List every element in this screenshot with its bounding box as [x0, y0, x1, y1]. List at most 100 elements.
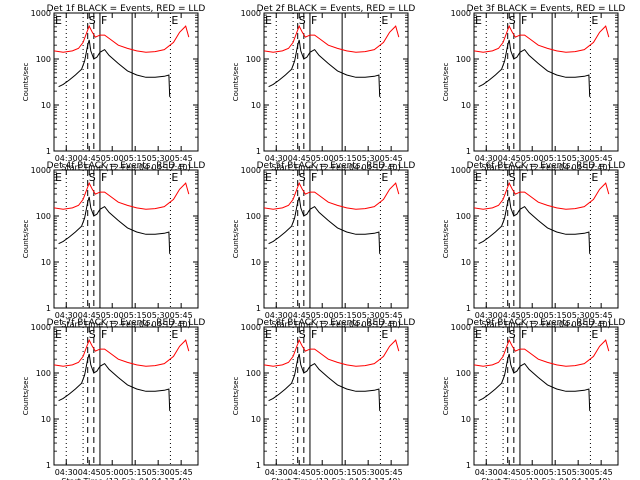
panel-title: Det 4f BLACK = Events, RED = LLD [47, 161, 206, 171]
event-marker-label: S [509, 328, 516, 341]
y-tick-label: 10 [251, 415, 261, 424]
x-tick-label: 05:45 [380, 154, 403, 163]
event-marker-label: S [299, 171, 306, 184]
detector-panel: Det 7f BLACK = Events, RED = LLD Counts/s… [22, 318, 205, 480]
event-marker-label: E [171, 14, 178, 27]
event-marker-label: E [265, 328, 272, 341]
x-tick-label: 05:00 [521, 468, 544, 477]
x-tick-label: 05:00 [311, 311, 334, 320]
events-series-line [268, 196, 381, 254]
x-tick-label: 04:30 [265, 468, 288, 477]
events-series-line [58, 39, 171, 97]
events-series-line [478, 39, 591, 97]
x-tick-label: 05:15 [544, 154, 567, 163]
panel-title: Det 7f BLACK = Events, RED = LLD [47, 318, 206, 328]
x-tick-label: 04:45 [498, 154, 521, 163]
event-marker-label: S [299, 14, 306, 27]
lld-series-line [53, 24, 190, 53]
x-tick-label: 04:45 [78, 468, 101, 477]
event-marker-label: E [265, 14, 272, 27]
x-tick-label: 05:30 [147, 154, 170, 163]
y-axis-label: Counts/sec [232, 63, 240, 102]
event-marker-label: S [299, 328, 306, 341]
x-tick-label: 05:15 [124, 311, 147, 320]
events-series-line [58, 353, 171, 411]
x-tick-label: 05:15 [334, 311, 357, 320]
panel-title: Det 1f BLACK = Events, RED = LLD [47, 4, 206, 14]
y-tick-label: 1 [256, 147, 261, 156]
x-tick-label: 05:45 [380, 311, 403, 320]
event-marker-label: F [521, 171, 527, 184]
y-tick-label: 10 [41, 101, 51, 110]
x-tick-label: 05:15 [544, 311, 567, 320]
x-tick-label: 05:45 [380, 468, 403, 477]
y-tick-label: 1000 [451, 323, 471, 332]
panel-title: Det 9f BLACK = Events, RED = LLD [467, 318, 626, 328]
y-tick-label: 100 [36, 55, 51, 64]
x-tick-label: 05:00 [311, 468, 334, 477]
y-tick-label: 1 [46, 304, 51, 313]
y-tick-label: 1 [466, 147, 471, 156]
y-tick-label: 1 [46, 147, 51, 156]
detector-panel: Det 4f BLACK = Events, RED = LLD Counts/s… [22, 161, 205, 329]
y-tick-label: 100 [456, 369, 471, 378]
y-tick-label: 10 [251, 258, 261, 267]
x-tick-label: 04:30 [475, 468, 498, 477]
y-tick-label: 100 [36, 212, 51, 221]
y-tick-label: 1000 [241, 9, 261, 18]
x-tick-label: 05:45 [590, 468, 613, 477]
event-marker-label: E [55, 14, 62, 27]
event-marker-label: E [591, 171, 598, 184]
event-marker-label: E [55, 171, 62, 184]
y-tick-label: 1 [466, 304, 471, 313]
event-marker-label: E [381, 14, 388, 27]
x-tick-label: 04:30 [55, 311, 78, 320]
x-tick-label: 05:15 [124, 154, 147, 163]
y-tick-label: 1000 [451, 9, 471, 18]
x-axis-label: Start Time (12-Feb-04 04:17:40) [61, 477, 190, 480]
event-marker-label: S [89, 171, 96, 184]
x-tick-label: 05:30 [357, 468, 380, 477]
lld-series-line [263, 338, 400, 367]
event-marker-label: E [591, 14, 598, 27]
x-tick-label: 04:30 [475, 311, 498, 320]
panel-title: Det 5f BLACK = Events, RED = LLD [257, 161, 416, 171]
event-marker-label: E [591, 328, 598, 341]
event-marker-label: E [475, 171, 482, 184]
x-tick-label: 05:30 [567, 468, 590, 477]
plot-frame [473, 169, 619, 309]
events-series-line [478, 196, 591, 254]
y-tick-label: 1 [256, 304, 261, 313]
x-tick-label: 05:30 [147, 468, 170, 477]
x-tick-label: 05:30 [357, 311, 380, 320]
event-marker-label: S [89, 328, 96, 341]
event-marker-label: F [311, 14, 317, 27]
plot-frame [263, 169, 409, 309]
plot-frame [263, 326, 409, 466]
y-axis-label: Counts/sec [22, 220, 30, 259]
event-marker-label: E [381, 171, 388, 184]
x-tick-label: 04:45 [498, 468, 521, 477]
x-tick-label: 04:30 [265, 311, 288, 320]
y-axis-label: Counts/sec [442, 220, 450, 259]
x-tick-label: 05:45 [590, 311, 613, 320]
x-axis-label: Start Time (12-Feb-04 04:17:40) [61, 320, 190, 329]
x-tick-label: 04:45 [498, 311, 521, 320]
plot-frame [53, 12, 199, 152]
y-axis-label: Counts/sec [232, 220, 240, 259]
plot-frame [473, 12, 619, 152]
y-tick-label: 1000 [451, 166, 471, 175]
event-marker-label: F [311, 328, 317, 341]
x-tick-label: 05:30 [567, 311, 590, 320]
x-tick-label: 04:45 [78, 311, 101, 320]
y-tick-label: 1 [256, 461, 261, 470]
x-tick-label: 04:45 [288, 468, 311, 477]
x-tick-label: 04:45 [288, 154, 311, 163]
panel-title: Det 6f BLACK = Events, RED = LLD [467, 161, 626, 171]
event-marker-label: E [265, 171, 272, 184]
y-axis-label: Counts/sec [442, 377, 450, 416]
x-tick-label: 05:45 [590, 154, 613, 163]
y-tick-label: 1 [466, 461, 471, 470]
event-marker-label: E [55, 328, 62, 341]
